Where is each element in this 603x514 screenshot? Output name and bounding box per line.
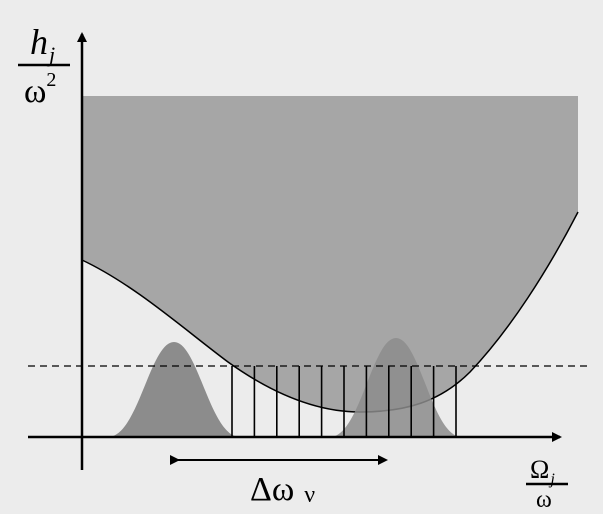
left-peak	[108, 342, 240, 437]
bandwidth-label: Δω ν	[250, 471, 315, 508]
y-label-denominator-sup: 2	[46, 69, 56, 91]
x-label-denominator: ω	[536, 487, 552, 513]
y-axis-label: hj ω2	[18, 22, 70, 110]
svg-text:Ωj: Ωj	[530, 455, 555, 488]
mode-lines	[231, 366, 457, 437]
bandwidth-label-symbol: Δω	[250, 471, 294, 508]
shaded-region	[82, 96, 578, 412]
bandwidth-label-sub: ν	[304, 482, 315, 508]
x-label-numerator: Ω	[530, 455, 549, 484]
x-label-numerator-sub: j	[548, 471, 555, 488]
x-axis-label: Ωj ω	[526, 455, 568, 513]
y-label-denominator: ω	[24, 73, 46, 110]
svg-text:ω2: ω2	[24, 69, 56, 110]
svg-text:hj: hj	[30, 22, 55, 67]
y-label-numerator-sub: j	[46, 42, 55, 67]
right-peak	[330, 338, 462, 437]
y-label-numerator: h	[30, 22, 48, 62]
